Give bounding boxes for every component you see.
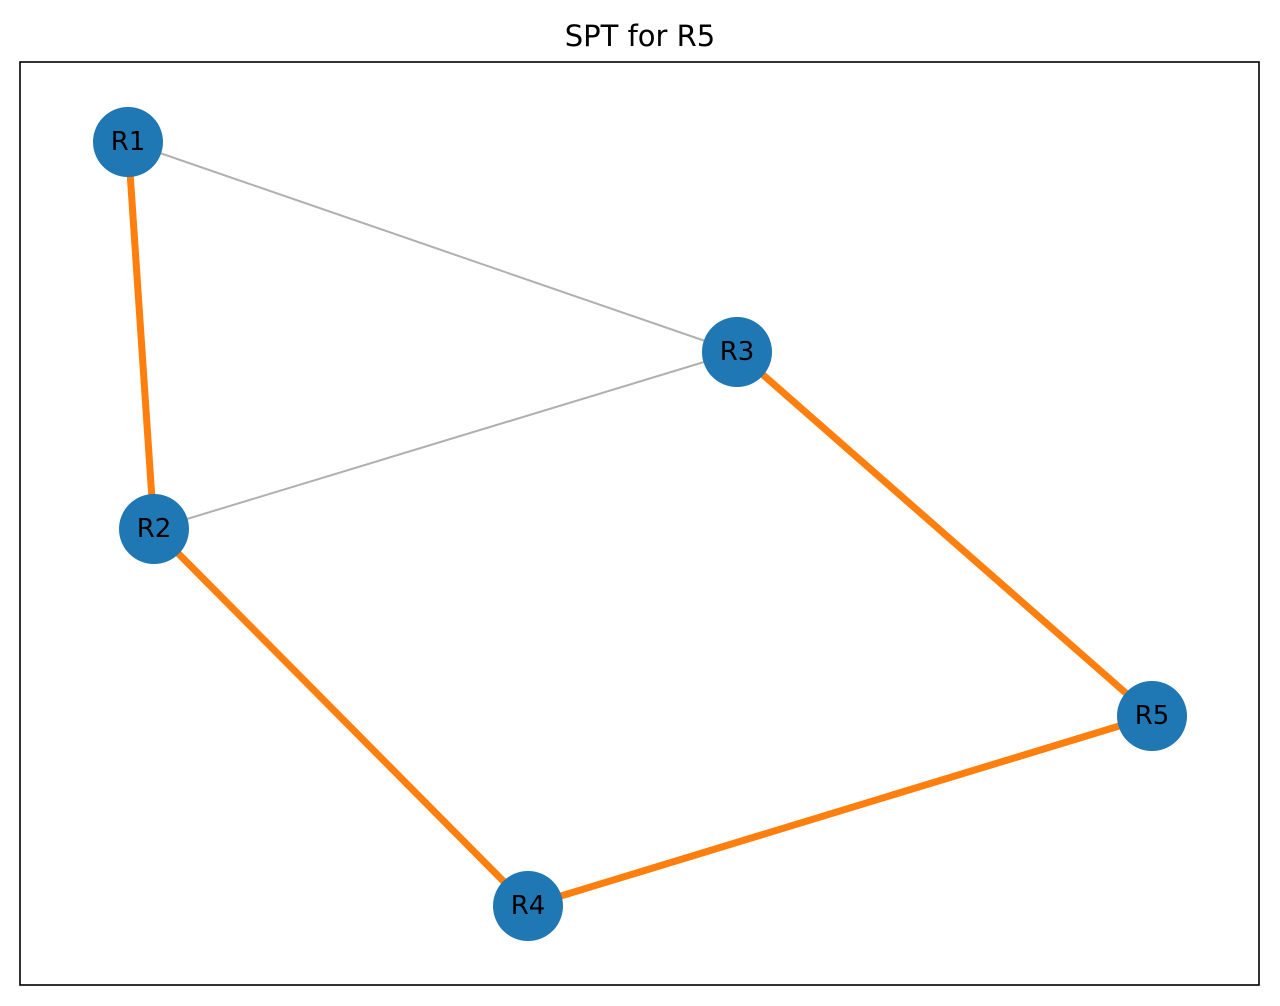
node-r3: R3	[702, 317, 772, 387]
diagram-title: SPT for R5	[565, 19, 716, 53]
node-circle	[93, 107, 163, 177]
node-r1: R1	[93, 107, 163, 177]
edge-r1-r2	[124, 141, 158, 530]
node-label: R5	[1135, 701, 1170, 731]
edge-r2-r3	[153, 351, 738, 530]
edge-r4-r5	[526, 712, 1154, 910]
node-r2: R2	[119, 494, 189, 564]
node-label: R3	[720, 337, 755, 367]
node-label: R1	[111, 127, 146, 157]
nodes-layer: R1 R2 R3 R4 R5	[93, 107, 1187, 941]
node-circle	[119, 494, 189, 564]
node-circle	[1117, 681, 1187, 751]
node-circle	[493, 871, 563, 941]
node-label: R2	[137, 514, 172, 544]
edge-r3-r5	[734, 349, 1155, 719]
node-label: R4	[511, 891, 546, 921]
node-r4: R4	[493, 871, 563, 941]
edge-r1-r3	[127, 141, 738, 353]
plot-frame	[19, 61, 1260, 986]
node-r5: R5	[1117, 681, 1187, 751]
node-circle	[702, 317, 772, 387]
edge-r2-r4	[151, 526, 531, 909]
edges-layer	[124, 141, 1155, 910]
